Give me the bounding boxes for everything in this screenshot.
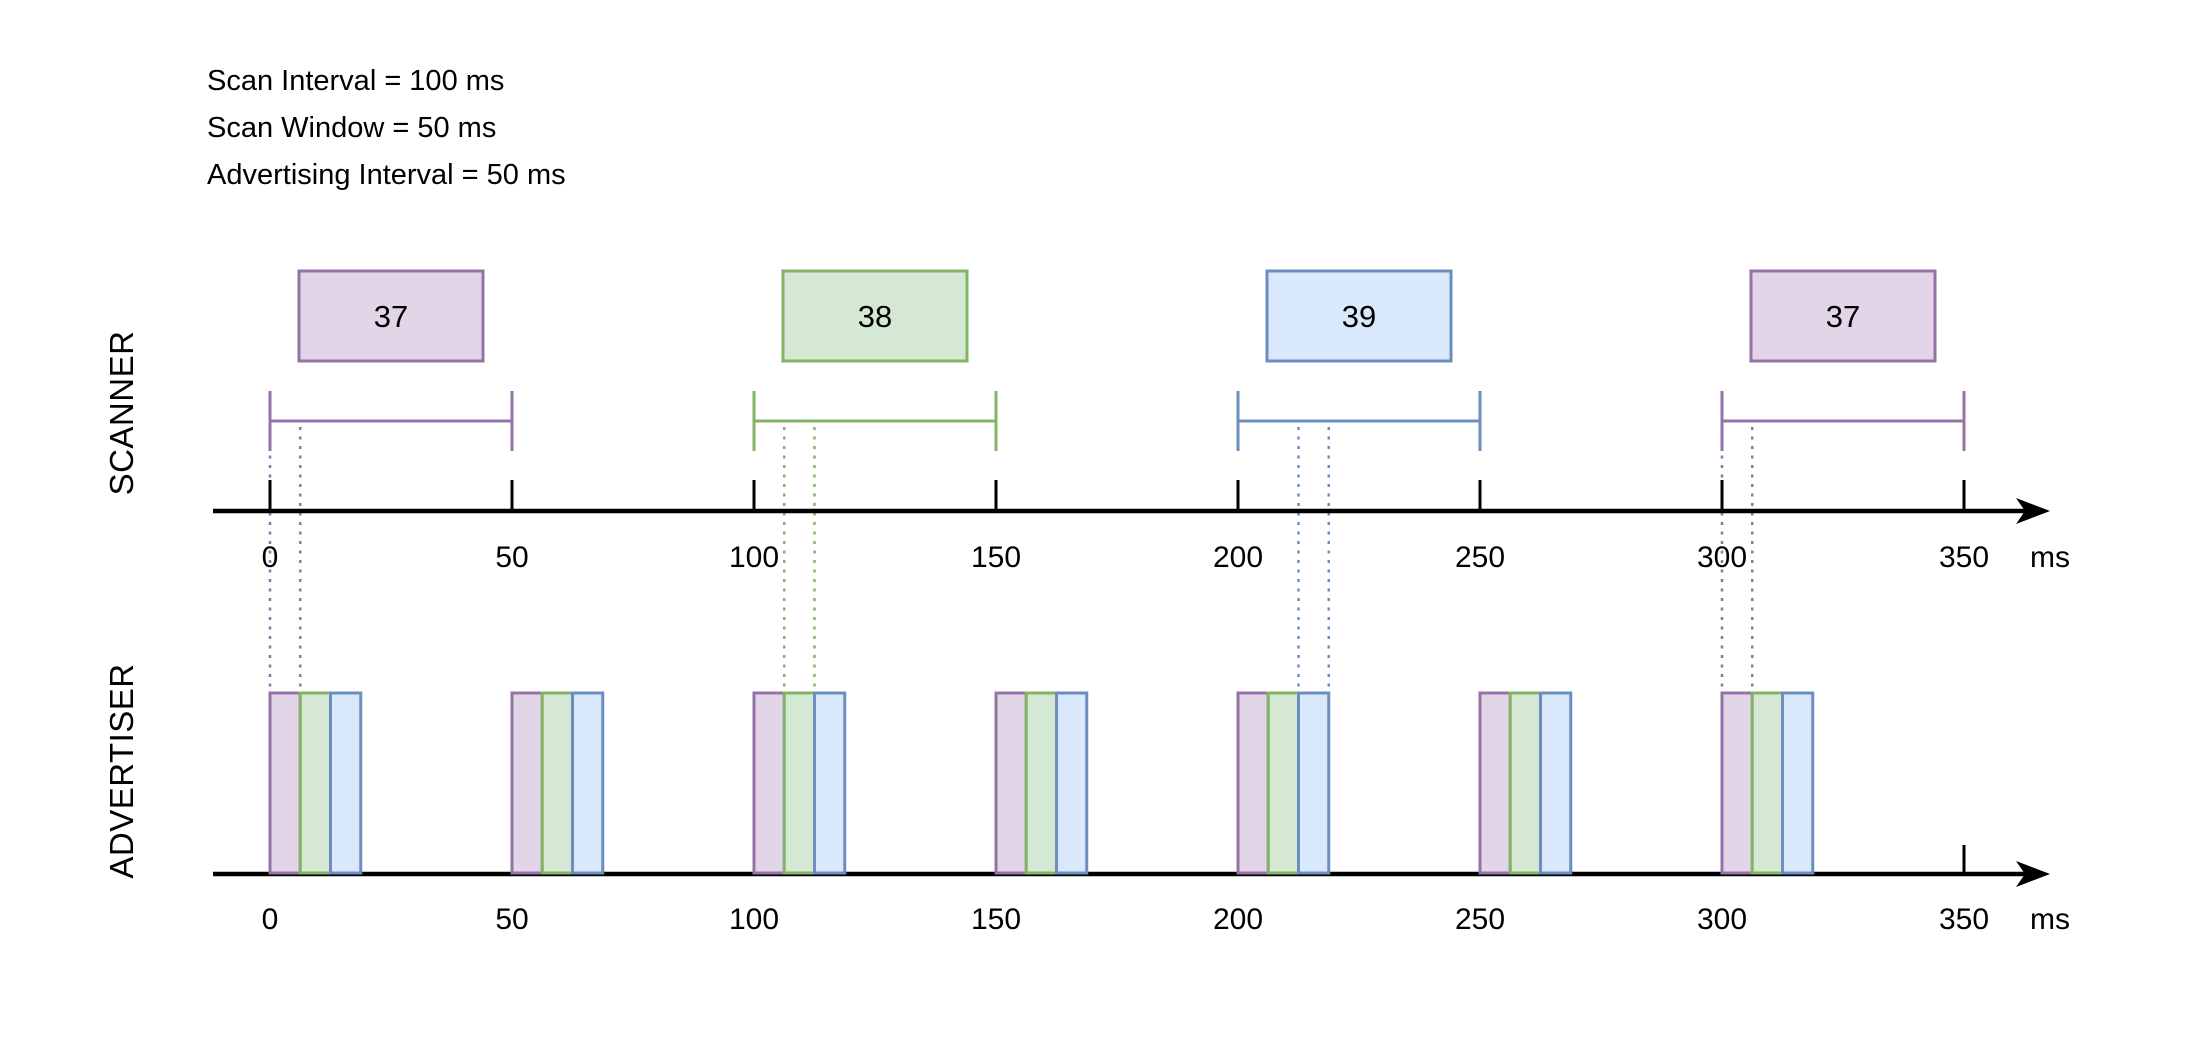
scan-channel-box [1749,269,1937,363]
scanner-axis-tick-label: 200 [1213,541,1263,574]
scanner-axis-arrow-icon [2016,498,2050,524]
scan-window-bracket [1236,391,1482,451]
adv-packet-bar-39 [571,691,605,875]
scan-channel-box-label: 39 [1342,299,1376,334]
advertiser-axis-tick-label: 150 [971,903,1021,936]
scanner-axis-tick-label: 150 [971,541,1021,574]
advertiser-axis-tick-label: 0 [262,903,279,936]
scan-channel-box-label: 38 [858,299,892,334]
advertiser-axis-tick-label: 200 [1213,903,1263,936]
advertiser-axis-tick-label: 50 [495,903,528,936]
scan-interval-text: Scan Interval = 100 ms [207,65,505,97]
adv-packet-bar-38 [1750,691,1784,875]
scanner-axis-tick-label: 0 [262,541,279,574]
adv-packet-bar-39 [1539,691,1573,875]
adv-packet-bar-37 [994,691,1028,875]
adv-packet-bar-39 [1055,691,1089,875]
scan-window-bracket [1720,391,1966,451]
advertiser-axis-tick-label: 100 [729,903,779,936]
scan-window-text: Scan Window = 50 ms [207,112,497,144]
scan-window-bracket [752,391,998,451]
adv-packet-bar-39 [329,691,363,875]
adv-packet-bar-37 [752,691,786,875]
scanner-axis-tick-label: 250 [1455,541,1505,574]
adv-packet-bar-38 [540,691,574,875]
adv-packet-bar-39 [813,691,847,875]
scanner-axis-tick-label: 300 [1697,541,1747,574]
advertiser-axis-unit-label: ms [2030,903,2070,936]
scan-channel-box [297,269,485,363]
adv-packet-bar-37 [1236,691,1270,875]
scan-channel-box [1265,269,1453,363]
scanner-axis-tick-label: 50 [495,541,528,574]
adv-packet-bar-38 [1024,691,1058,875]
adv-packet-bar-38 [298,691,332,875]
adv-packet-bar-37 [510,691,544,875]
scanner-axis-tick-label: 100 [729,541,779,574]
parameters-block: Scan Interval = 100 ms Scan Window = 50 … [207,58,566,199]
adv-packet-bar-38 [1508,691,1542,875]
advertiser-axis-tick-label: 300 [1697,903,1747,936]
scan-channel-box [781,269,969,363]
adv-packet-bar-39 [1781,691,1815,875]
adv-packet-bar-37 [1478,691,1512,875]
adv-packet-bar-38 [1266,691,1300,875]
advertiser-axis-arrow-icon [2016,861,2050,887]
scanner-axis-unit-label: ms [2030,541,2070,574]
adv-packet-bar-38 [782,691,816,875]
adv-packet-bar-39 [1297,691,1331,875]
scanner-axis-tick-label: 350 [1939,541,1989,574]
scan-channel-box-label: 37 [374,299,408,334]
adv-packet-bar-37 [268,691,302,875]
adv-packet-bar-37 [1720,691,1754,875]
advertiser-axis-tick-label: 250 [1455,903,1505,936]
scan-channel-box-label: 37 [1826,299,1860,334]
advertiser-axis-tick-label: 350 [1939,903,1989,936]
advertising-interval-text: Advertising Interval = 50 ms [207,159,566,191]
scan-window-bracket [268,391,514,451]
